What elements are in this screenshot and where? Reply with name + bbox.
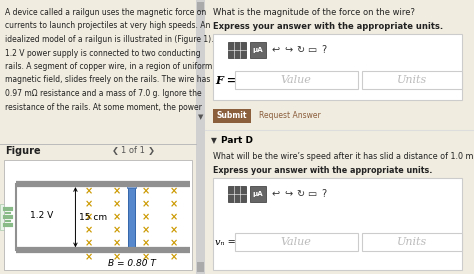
Text: Part D: Part D bbox=[221, 136, 253, 145]
Text: ×: × bbox=[84, 252, 92, 262]
Text: What is the magnitude of the force on the wire?: What is the magnitude of the force on th… bbox=[213, 8, 415, 17]
Bar bbox=[362, 71, 462, 89]
Text: ×: × bbox=[84, 226, 92, 235]
Text: Value: Value bbox=[281, 75, 312, 85]
Bar bbox=[197, 2, 204, 12]
Text: 0.97 mΩ resistance and a mass of 7.0 g. Ignore the: 0.97 mΩ resistance and a mass of 7.0 g. … bbox=[5, 89, 201, 98]
Text: ×: × bbox=[84, 212, 92, 222]
Text: ×: × bbox=[113, 252, 121, 262]
Text: vₙ =: vₙ = bbox=[215, 238, 236, 247]
Text: F =: F = bbox=[215, 75, 236, 86]
Text: Express your answer with the appropriate units.: Express your answer with the appropriate… bbox=[213, 22, 443, 31]
Text: ↩: ↩ bbox=[272, 45, 280, 55]
Bar bbox=[235, 71, 358, 89]
Bar bbox=[235, 233, 358, 252]
Text: ▭: ▭ bbox=[307, 45, 317, 55]
Text: magnetic field, slides freely on the rails. The wire has a: magnetic field, slides freely on the rai… bbox=[5, 76, 218, 84]
Bar bbox=[228, 42, 246, 58]
Text: 1.2 V power supply is connected to two conducting: 1.2 V power supply is connected to two c… bbox=[5, 48, 201, 58]
Text: Figure: Figure bbox=[5, 146, 41, 156]
Text: ↻: ↻ bbox=[296, 189, 304, 199]
Text: ×: × bbox=[141, 252, 149, 262]
Bar bbox=[0, 204, 16, 230]
Bar bbox=[0, 0, 196, 144]
Text: ↻: ↻ bbox=[296, 45, 304, 55]
Text: resistance of the rails. At some moment, the power: resistance of the rails. At some moment,… bbox=[5, 102, 202, 112]
Text: B = 0.80 T: B = 0.80 T bbox=[108, 259, 156, 268]
Text: μA: μA bbox=[253, 47, 264, 53]
Text: Units: Units bbox=[397, 237, 427, 247]
Bar bbox=[213, 34, 462, 100]
Text: ×: × bbox=[113, 199, 121, 209]
Text: ×: × bbox=[113, 212, 121, 222]
Text: ×: × bbox=[170, 212, 178, 222]
Text: ×: × bbox=[170, 199, 178, 209]
Bar bbox=[128, 181, 137, 188]
Text: ×: × bbox=[113, 226, 121, 235]
Text: ×: × bbox=[141, 199, 149, 209]
Text: ×: × bbox=[170, 226, 178, 235]
Text: ↪: ↪ bbox=[284, 189, 292, 199]
Text: ×: × bbox=[141, 226, 149, 235]
Bar bbox=[250, 186, 266, 202]
Bar bbox=[128, 184, 136, 250]
Text: ×: × bbox=[170, 239, 178, 249]
Bar bbox=[213, 178, 462, 270]
Text: ?: ? bbox=[321, 189, 327, 199]
Text: A device called a railgun uses the magnetic force on: A device called a railgun uses the magne… bbox=[5, 8, 206, 17]
Bar bbox=[228, 186, 246, 202]
Text: ×: × bbox=[84, 239, 92, 249]
Text: ×: × bbox=[141, 186, 149, 196]
Text: 15 cm: 15 cm bbox=[80, 213, 108, 222]
Text: ↪: ↪ bbox=[284, 45, 292, 55]
Text: rails. A segment of copper wire, in a region of uniform: rails. A segment of copper wire, in a re… bbox=[5, 62, 212, 71]
Text: ▼: ▼ bbox=[211, 136, 217, 145]
Text: ↩: ↩ bbox=[272, 189, 280, 199]
Text: ?: ? bbox=[321, 45, 327, 55]
Text: ×: × bbox=[141, 212, 149, 222]
Text: Submit: Submit bbox=[217, 112, 247, 121]
Text: ×: × bbox=[84, 199, 92, 209]
Text: ×: × bbox=[113, 239, 121, 249]
Text: ×: × bbox=[170, 186, 178, 196]
Text: ▭: ▭ bbox=[307, 189, 317, 199]
Bar bbox=[362, 233, 462, 252]
Bar bbox=[213, 109, 251, 123]
Text: idealized model of a railgun is illustrated in (Figure 1). A: idealized model of a railgun is illustra… bbox=[5, 35, 221, 44]
Text: Units: Units bbox=[397, 75, 427, 85]
Bar bbox=[4, 160, 192, 270]
Text: ×: × bbox=[141, 239, 149, 249]
Text: ❮: ❮ bbox=[112, 146, 119, 155]
Text: What will be the wire’s speed after it has slid a distance of 1.0 mm?: What will be the wire’s speed after it h… bbox=[213, 152, 474, 161]
Text: μA: μA bbox=[253, 191, 264, 197]
Text: 1 of 1: 1 of 1 bbox=[121, 146, 145, 155]
Text: ×: × bbox=[84, 186, 92, 196]
Text: ×: × bbox=[113, 186, 121, 196]
Bar bbox=[196, 0, 205, 274]
Bar bbox=[250, 42, 266, 58]
Text: Request Answer: Request Answer bbox=[259, 112, 321, 121]
Text: ❯: ❯ bbox=[148, 146, 155, 155]
Text: currents to launch projectiles at very high speeds. An: currents to launch projectiles at very h… bbox=[5, 21, 210, 30]
Text: Value: Value bbox=[281, 237, 312, 247]
Text: Express your answer with the appropriate units.: Express your answer with the appropriate… bbox=[213, 166, 432, 175]
Bar bbox=[197, 262, 204, 272]
Text: ×: × bbox=[170, 252, 178, 262]
Text: ▼: ▼ bbox=[198, 114, 203, 120]
Text: 1.2 V: 1.2 V bbox=[30, 211, 53, 220]
